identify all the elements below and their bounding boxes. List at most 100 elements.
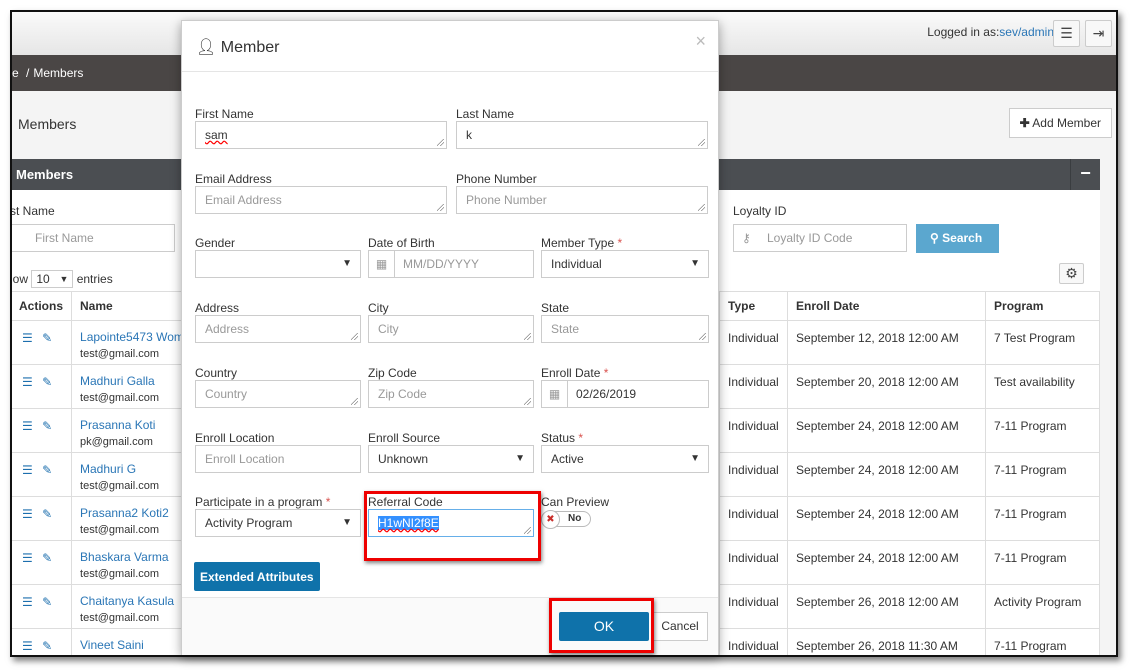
label-text: First Name [195, 107, 254, 121]
col-type[interactable]: Type [719, 291, 789, 321]
label-text: Participate in a program [195, 495, 323, 509]
member-name-link[interactable]: Madhuri Galla [80, 374, 155, 388]
key-icon: ⚷ [742, 231, 751, 245]
details-icon[interactable]: ☰ [22, 419, 33, 433]
enroll-location-input[interactable]: Enroll Location [195, 445, 361, 473]
edit-icon[interactable]: ✎ [42, 507, 53, 521]
edit-icon[interactable]: ✎ [42, 419, 53, 433]
sign-out-icon[interactable]: ⇥ [1085, 20, 1112, 47]
details-icon[interactable]: ☰ [22, 639, 33, 653]
label-text: Can Preview [541, 495, 610, 509]
loyalty-filter-label: Loyalty ID [733, 204, 787, 218]
cancel-button[interactable]: Cancel [652, 612, 708, 641]
status-select[interactable]: Active [541, 445, 709, 473]
row-actions: ☰ ✎ [12, 364, 73, 409]
field-value: Address [205, 322, 250, 336]
login-label: Logged in as: [927, 25, 1000, 39]
edit-icon[interactable]: ✎ [42, 551, 53, 565]
member-program: 7-11 Program [985, 452, 1100, 497]
required-mark: * [617, 236, 623, 250]
dob-input[interactable]: ▦ MM/DD/YYYY [368, 250, 534, 278]
entries-value: 10 [36, 272, 50, 286]
member-type-select[interactable]: Individual [541, 250, 709, 278]
entries-select[interactable]: 10 ▼ [31, 270, 74, 288]
referral-input[interactable]: H1wNI2f8E [368, 509, 534, 537]
member-type: Individual [719, 408, 789, 453]
extended-attributes-button[interactable]: Extended Attributes [194, 562, 320, 591]
country-label: Country [195, 366, 237, 380]
edit-icon[interactable]: ✎ [42, 595, 53, 609]
details-icon[interactable]: ☰ [22, 375, 33, 389]
hamburger-icon[interactable]: ☰ [1053, 20, 1080, 47]
calendar-icon: ▦ [542, 381, 568, 407]
state-input[interactable]: State [541, 315, 709, 343]
details-icon[interactable]: ☰ [22, 331, 33, 345]
edit-icon[interactable]: ✎ [42, 375, 53, 389]
add-member-button[interactable]: ✚ Add Member [1008, 108, 1112, 138]
breadcrumb-home[interactable]: e [12, 66, 19, 80]
member-name-link[interactable]: Lapointe5473 Wom [80, 330, 184, 344]
ok-button[interactable]: OK [559, 612, 649, 641]
gender-select[interactable] [195, 250, 361, 278]
modal-title-text: Member [220, 39, 280, 56]
details-icon[interactable]: ☰ [22, 463, 33, 477]
label-text: Referral Code [368, 495, 443, 509]
member-program: Test availability [985, 364, 1100, 409]
member-name-link[interactable]: Madhuri G [80, 462, 137, 476]
member-type: Individual [719, 628, 789, 655]
member-type-label: Member Type * [541, 236, 622, 250]
program-select[interactable]: Activity Program [195, 509, 361, 537]
member-name-link[interactable]: Prasanna Koti [80, 418, 156, 432]
required-mark: * [578, 431, 584, 445]
label-text: Status [541, 431, 576, 445]
member-type: Individual [719, 320, 789, 365]
search-icon: ⚲ [930, 231, 939, 245]
member-email: test@gmail.com [80, 568, 160, 580]
field-value: Unknown [378, 452, 429, 466]
details-icon[interactable]: ☰ [22, 507, 33, 521]
loyalty-filter-input[interactable]: ⚷ Loyalty ID Code [733, 224, 907, 252]
field-value: Active [551, 452, 584, 466]
col-enroll-date[interactable]: Enroll Date [787, 291, 987, 321]
details-icon[interactable]: ☰ [22, 551, 33, 565]
member-type: Individual [719, 496, 789, 541]
can-preview-toggle[interactable]: ✖ No [541, 510, 591, 529]
field-value: Individual [551, 257, 602, 271]
phone-label: Phone Number [456, 172, 537, 186]
enroll-source-select[interactable]: Unknown [368, 445, 534, 473]
member-name-link[interactable]: Vineet Saini [80, 638, 144, 652]
email-input[interactable]: Email Address [195, 186, 447, 214]
close-icon[interactable]: × [695, 31, 706, 51]
details-icon[interactable]: ☰ [22, 595, 33, 609]
enroll-date-input[interactable]: ▦ 02/26/2019 [541, 380, 709, 408]
last-name-input[interactable]: k [456, 121, 708, 149]
address-input[interactable]: Address [195, 315, 361, 343]
last-name-label: Last Name [456, 107, 514, 121]
country-input[interactable]: Country [195, 380, 361, 408]
user-link[interactable]: sev/admin [999, 25, 1054, 39]
city-input[interactable]: City [368, 315, 534, 343]
member-email: test@gmail.com [80, 392, 160, 404]
edit-icon[interactable]: ✎ [42, 639, 53, 653]
search-button[interactable]: ⚲ Search [916, 224, 999, 253]
first-name-input[interactable]: sam [195, 121, 447, 149]
gear-icon[interactable]: ⚙ [1059, 263, 1084, 284]
referral-value: H1wNI2f8E [378, 516, 439, 530]
enroll-source-label: Enroll Source [368, 431, 440, 445]
first-name-filter-input[interactable]: First Name [12, 224, 175, 252]
minus-icon[interactable]: − [1070, 159, 1100, 190]
col-program[interactable]: Program [985, 291, 1100, 321]
edit-icon[interactable]: ✎ [42, 463, 53, 477]
email-label: Email Address [195, 172, 272, 186]
phone-input[interactable]: Phone Number [456, 186, 708, 214]
member-name-link[interactable]: Bhaskara Varma [80, 550, 169, 564]
member-name-link[interactable]: Chaitanya Kasula [80, 594, 175, 608]
col-actions: Actions [12, 291, 73, 321]
edit-icon[interactable]: ✎ [42, 331, 53, 345]
member-program: 7-11 Program [985, 496, 1100, 541]
member-name-link[interactable]: Prasanna2 Koti2 [80, 506, 169, 520]
city-label: City [368, 301, 389, 315]
zip-input[interactable]: Zip Code [368, 380, 534, 408]
label-text: Enroll Location [195, 431, 275, 445]
user-icon: 👤︎ [196, 39, 217, 56]
